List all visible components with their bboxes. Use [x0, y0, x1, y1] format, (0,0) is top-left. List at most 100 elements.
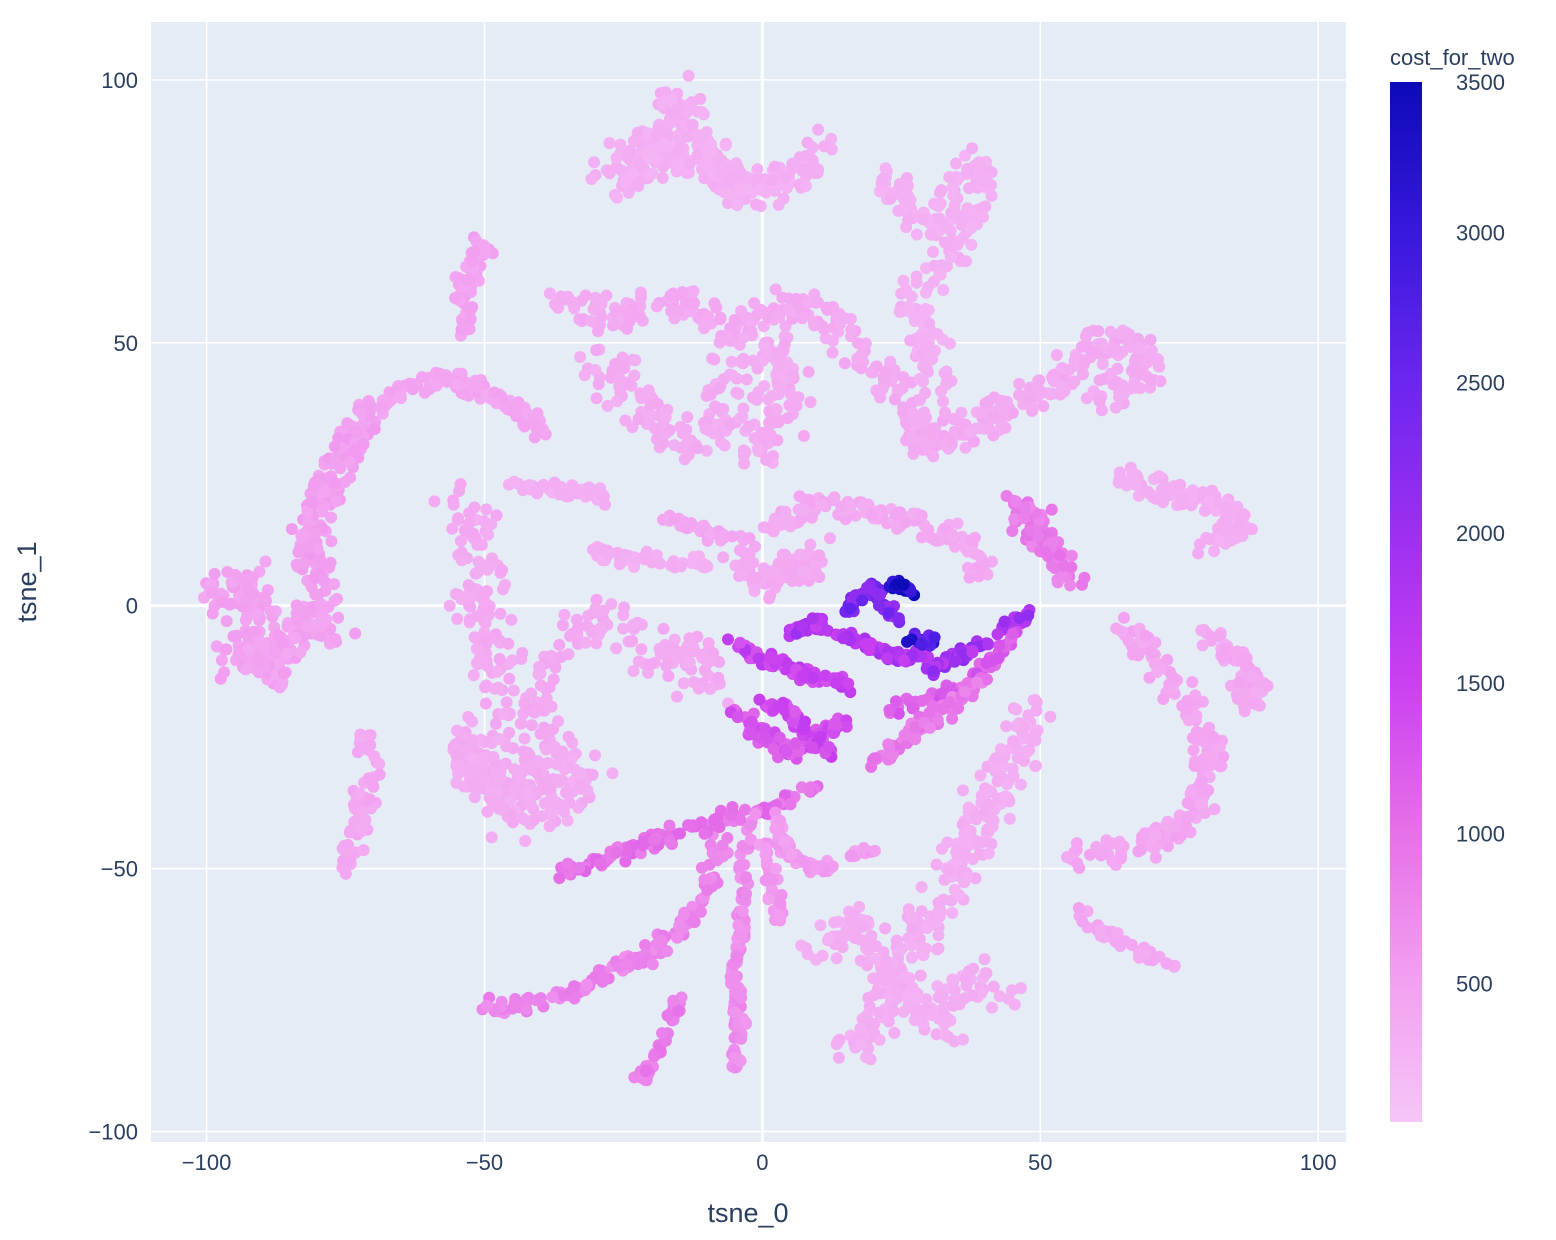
- data-point: [759, 732, 772, 745]
- data-point: [355, 407, 368, 420]
- data-point: [465, 378, 478, 391]
- data-point: [572, 621, 585, 634]
- data-point: [761, 348, 774, 361]
- data-point: [668, 439, 681, 452]
- data-point: [778, 835, 791, 848]
- data-point: [1246, 697, 1259, 710]
- data-point: [1119, 935, 1131, 948]
- data-point: [553, 774, 566, 786]
- data-point: [661, 945, 674, 958]
- data-point: [735, 929, 748, 942]
- data-point: [466, 301, 479, 314]
- data-point: [796, 311, 809, 324]
- data-point: [1100, 834, 1113, 847]
- data-point: [215, 654, 228, 667]
- data-point: [480, 999, 493, 1012]
- data-point: [1115, 852, 1127, 865]
- data-point: [500, 696, 513, 709]
- data-point: [648, 834, 661, 847]
- data-point: [357, 438, 370, 451]
- data-point: [1128, 376, 1141, 389]
- data-point: [965, 533, 978, 546]
- data-point: [819, 332, 832, 345]
- data-point: [644, 658, 657, 671]
- data-point: [766, 389, 779, 402]
- data-point: [1189, 689, 1202, 702]
- data-point: [855, 348, 868, 361]
- data-point: [931, 943, 944, 956]
- data-point: [505, 613, 518, 626]
- data-point: [481, 805, 494, 818]
- data-point: [780, 656, 793, 669]
- data-point: [827, 301, 839, 313]
- data-point: [1181, 797, 1194, 809]
- data-point: [698, 873, 711, 886]
- data-point: [656, 171, 669, 184]
- data-point: [367, 780, 380, 793]
- data-point: [1104, 325, 1117, 338]
- data-point: [553, 638, 566, 651]
- data-point: [762, 893, 775, 906]
- data-point: [751, 163, 764, 176]
- data-point: [779, 171, 792, 184]
- data-point: [906, 951, 919, 964]
- data-point: [451, 724, 463, 737]
- data-point: [683, 656, 696, 669]
- data-point: [947, 189, 960, 202]
- data-point: [681, 411, 694, 424]
- data-point: [906, 911, 918, 924]
- data-point: [650, 300, 663, 313]
- data-point: [1134, 843, 1147, 856]
- data-point: [480, 503, 493, 516]
- data-point: [838, 357, 851, 370]
- data-point: [1109, 401, 1122, 414]
- data-point: [862, 991, 875, 1004]
- data-point: [797, 669, 810, 682]
- data-point: [952, 702, 965, 715]
- data-point: [1145, 646, 1158, 659]
- data-point: [735, 305, 748, 317]
- data-point: [1095, 404, 1108, 417]
- data-point: [464, 600, 477, 613]
- data-point: [915, 531, 928, 544]
- data-point: [897, 274, 910, 287]
- x-axis-ticks: −100 −50 0 50 100: [182, 1150, 1337, 1175]
- data-point: [716, 839, 729, 852]
- data-point: [464, 273, 477, 285]
- data-point: [987, 980, 1000, 993]
- data-point: [443, 599, 456, 612]
- data-point: [618, 362, 631, 375]
- data-point: [939, 406, 951, 419]
- data-point: [752, 652, 765, 665]
- x-axis-title: tsne_0: [707, 1198, 788, 1228]
- data-point: [1080, 330, 1092, 343]
- data-point: [915, 650, 928, 663]
- data-point: [406, 383, 419, 396]
- data-point: [1219, 501, 1232, 514]
- data-point: [579, 289, 592, 302]
- data-point: [628, 551, 641, 564]
- data-point: [920, 993, 933, 1006]
- data-point: [373, 768, 386, 781]
- data-point: [1246, 670, 1259, 683]
- data-point: [373, 757, 386, 770]
- data-point: [774, 897, 787, 910]
- data-point: [917, 375, 929, 388]
- data-point: [685, 557, 698, 569]
- data-point: [816, 499, 829, 511]
- data-point: [642, 384, 655, 397]
- data-point: [903, 300, 916, 313]
- data-point: [672, 304, 685, 317]
- data-point: [790, 399, 803, 412]
- data-point: [316, 503, 329, 516]
- data-point: [672, 144, 685, 157]
- data-point: [496, 564, 509, 577]
- data-point: [1076, 578, 1088, 591]
- data-point: [933, 212, 946, 225]
- data-point: [349, 627, 362, 640]
- data-point: [476, 759, 489, 772]
- data-point: [351, 425, 364, 438]
- data-point: [728, 1051, 741, 1064]
- data-point: [976, 406, 989, 419]
